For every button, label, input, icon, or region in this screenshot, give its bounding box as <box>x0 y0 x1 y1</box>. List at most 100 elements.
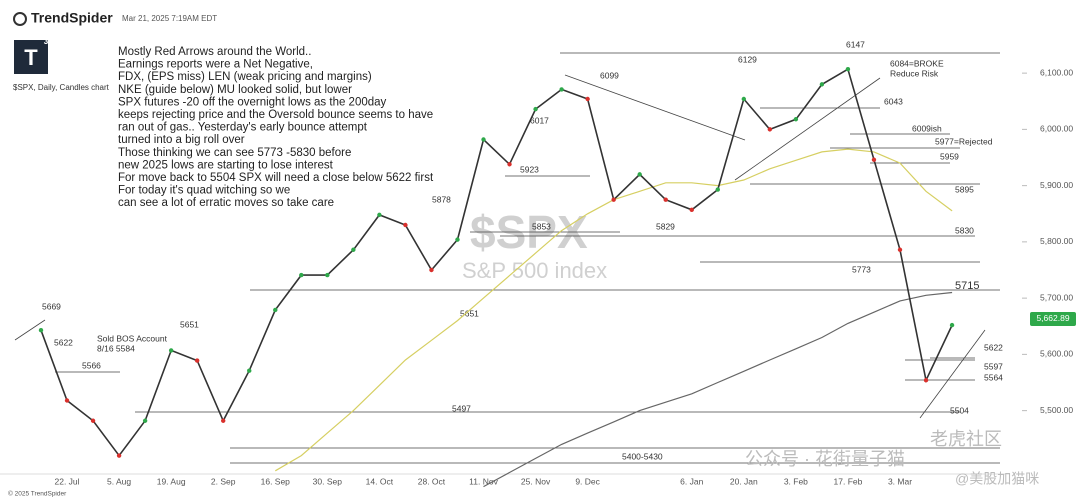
x-tick-label: 3. Feb <box>784 476 808 486</box>
logo-box <box>14 40 48 74</box>
close-point <box>585 96 590 102</box>
trend-line <box>14 319 46 341</box>
close-point <box>793 117 799 122</box>
close-point <box>38 327 44 333</box>
annotation: 5923 <box>520 164 539 174</box>
series-line <box>40 67 953 457</box>
note-line: ran out of gas.. Yesterday's early bounc… <box>118 122 368 134</box>
annotation: 5977=Rejected <box>935 136 993 146</box>
trend-line <box>564 74 746 141</box>
note-line: Earnings reports were a Net Negative, <box>118 59 313 71</box>
y-tick-label: 6,100.00 <box>1040 67 1073 77</box>
y-tick-label: 6,000.00 <box>1040 124 1073 134</box>
close-point <box>533 106 538 112</box>
annotation: 8/16 5584 <box>97 343 135 353</box>
last-price-label: 5,662.89 <box>1036 313 1069 323</box>
x-tick-label: 25. Nov <box>521 476 551 486</box>
logo: T <box>24 45 38 70</box>
close-point <box>559 87 564 92</box>
note-line: SPX futures -20 off the overnight lows a… <box>118 96 387 108</box>
x-tick-label: 30. Sep <box>313 476 343 486</box>
plot: 22. Jul 5. Aug 19. Aug 2. Sep 16. Sep 30. Sep… <box>0 39 1076 488</box>
x-tick-label: 6. Jan <box>680 476 703 486</box>
close-point <box>923 378 929 383</box>
annotation: 5566 <box>82 360 101 370</box>
annotation: 6084=BROKE <box>890 58 944 68</box>
close-point <box>741 96 747 102</box>
trend-line <box>919 329 986 419</box>
annotation: 5651 <box>460 308 479 318</box>
y-tick-label: 5,600.00 <box>1040 349 1073 359</box>
close-point <box>194 358 200 363</box>
y-tick-label: 5,700.00 <box>1040 292 1073 302</box>
note-line: For move back to 5504 SPX will need a cl… <box>118 172 434 184</box>
x-tick-label: 14. Oct <box>366 476 394 486</box>
x-tick-label: 19. Aug <box>157 476 186 486</box>
annotation: 6043 <box>884 96 903 106</box>
annotation: 5597 <box>984 361 1003 371</box>
close-point <box>90 418 96 423</box>
close-point <box>897 247 903 252</box>
x-tick-label: 2. Sep <box>211 476 236 486</box>
annotation: 5669 <box>42 301 61 311</box>
close-point <box>325 272 330 278</box>
note-line: Those thinking we can see 5773 -5830 bef… <box>118 147 351 159</box>
y-tick-label: 5,900.00 <box>1040 180 1073 190</box>
symbol-line: $SPX, Daily, Candles chart <box>13 83 110 92</box>
annotation: 5830 <box>955 225 974 235</box>
brand: TrendSpider <box>31 10 113 26</box>
close-point <box>689 207 694 213</box>
annotation: 5853 <box>532 221 551 231</box>
watermark-community: 老虎社区 <box>930 429 1002 449</box>
annotation: 5829 <box>656 221 675 231</box>
y-tick-label: 5,800.00 <box>1040 236 1073 246</box>
annotation: Sold BOS Account <box>97 333 168 343</box>
close-point <box>637 172 642 177</box>
note-line: can see a lot of erratic moves so take c… <box>118 197 334 209</box>
note-line: Mostly Red Arrows around the World.. <box>118 46 311 58</box>
close-point <box>221 418 226 423</box>
annotation: 6009ish <box>912 123 942 133</box>
x-tick-label: 20. Jan <box>730 476 758 486</box>
close-point <box>767 127 773 132</box>
note-line: For today it's quad witching so we <box>118 185 290 197</box>
close-point <box>611 197 616 202</box>
watermark-wechat: 公众号 · 花街量子猫 <box>745 449 905 469</box>
watermark-handle: @美股加猫咪 <box>955 471 1039 487</box>
x-tick-label: 9. Dec <box>575 476 600 486</box>
close-point <box>168 348 174 353</box>
close-point <box>64 398 70 403</box>
copyright: © 2025 TrendSpider <box>8 490 67 498</box>
close-point <box>949 322 955 328</box>
note-line: FDX, (EPS miss) LEN (weak pricing and ma… <box>118 71 372 83</box>
annotation: 5715 <box>955 280 979 292</box>
close-point <box>715 187 720 192</box>
annotation: 6147 <box>846 39 865 49</box>
close-point <box>351 247 356 252</box>
annotation: 5622 <box>984 342 1003 352</box>
note-line: turned into a big roll over <box>118 134 245 146</box>
note: Mostly Red Arrows around the World..Earn… <box>118 46 434 209</box>
close-point <box>403 222 408 228</box>
x-tick-label: 5. Aug <box>107 476 131 486</box>
y-tick-label: 5,500.00 <box>1040 405 1073 415</box>
note-line: NKE (guide below) MU looked solid, but l… <box>118 84 352 96</box>
close-point <box>481 137 486 142</box>
close-point <box>845 66 851 72</box>
last-price-box <box>1030 311 1076 326</box>
x-tick-label: 28. Oct <box>418 476 446 486</box>
close-point <box>273 307 278 313</box>
close-point <box>819 82 825 87</box>
annotation: 5564 <box>984 372 1003 382</box>
annotation: 5959 <box>940 151 959 161</box>
note-line: new 2025 lows are starting to lose inter… <box>118 159 334 171</box>
annotation: 6129 <box>738 54 757 64</box>
annotation: 5400-5430 <box>622 451 663 461</box>
note-line: keeps rejecting price and the Oversold b… <box>118 109 433 121</box>
close-point <box>116 453 122 458</box>
close-point <box>429 267 434 273</box>
annotation: 5878 <box>432 194 451 204</box>
logo-sup: 3 <box>44 37 49 46</box>
annotation: 5504 <box>950 405 969 415</box>
